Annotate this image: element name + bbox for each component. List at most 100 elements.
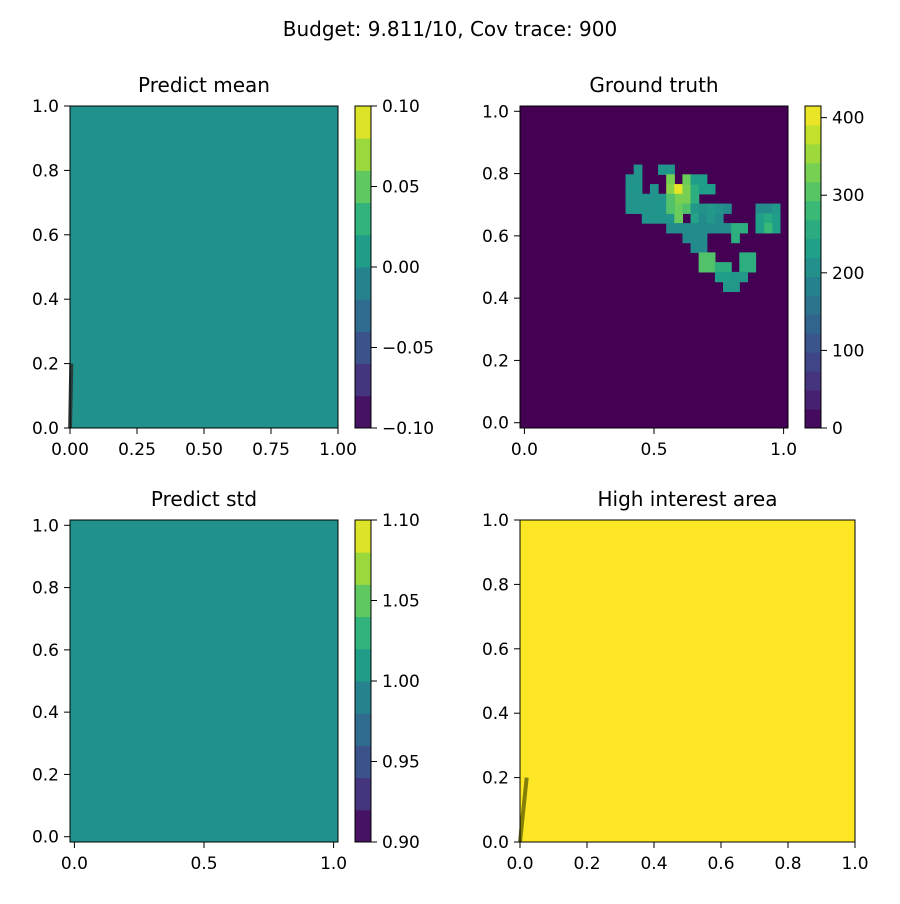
colorbar-segment bbox=[355, 648, 371, 682]
heatmap-cell bbox=[666, 223, 675, 234]
heatmap-cell bbox=[706, 213, 716, 224]
heatmap-cell bbox=[625, 203, 635, 214]
heatmap-cell bbox=[698, 262, 708, 273]
heatmap-cell bbox=[739, 223, 748, 234]
heatmap-cell bbox=[625, 174, 635, 185]
heatmap-cell bbox=[690, 232, 700, 244]
x-tick-label: 0.0 bbox=[511, 440, 538, 460]
heatmap-cell bbox=[755, 203, 765, 214]
heatmap-cell bbox=[641, 203, 651, 214]
heatmap-cell bbox=[690, 203, 700, 214]
heatmap-cell bbox=[698, 223, 708, 234]
colorbar-segment bbox=[355, 170, 371, 204]
panel-predict-mean: Predict mean 0.00 0.25 0.50 0.75 1.00 0.0 0.2 0.… bbox=[32, 73, 434, 460]
y-tick-label: 1.0 bbox=[32, 516, 59, 536]
colorbar-segment bbox=[355, 713, 371, 746]
heatmap-cell bbox=[666, 164, 675, 175]
colorbar-segment bbox=[805, 238, 821, 259]
heatmap-cell bbox=[649, 213, 659, 224]
heatmap-cell bbox=[658, 213, 667, 224]
axes-frame bbox=[519, 519, 856, 843]
heatmap-cell bbox=[649, 203, 659, 214]
heatmap-cell bbox=[682, 193, 692, 205]
heatmap-cell bbox=[666, 213, 675, 224]
colorbar-tick-label: 100 bbox=[832, 341, 864, 361]
colorbar-segment bbox=[805, 106, 821, 126]
y-tick-label: 0.0 bbox=[482, 414, 509, 434]
colorbar-segment bbox=[805, 200, 821, 221]
heatmap-cell bbox=[763, 223, 773, 234]
y-tick-label: 0.6 bbox=[482, 227, 509, 247]
heatmap-cell bbox=[706, 184, 716, 195]
x-tick-label: 0.6 bbox=[707, 854, 734, 874]
y-tick-label: 0.8 bbox=[482, 575, 509, 595]
colorbar-segment bbox=[805, 143, 821, 164]
heatmap-cell bbox=[690, 213, 700, 224]
heatmap-cell bbox=[739, 262, 748, 273]
heatmap-cell bbox=[698, 184, 708, 195]
colorbar-segment bbox=[355, 363, 371, 397]
colorbar-tick-label: 1.10 bbox=[382, 511, 420, 531]
colorbar-tick-label: 1.00 bbox=[382, 672, 420, 692]
heatmap-cell bbox=[658, 164, 667, 175]
colorbar-tick-label: 0 bbox=[832, 419, 843, 439]
colorbar-tick-label: 0.90 bbox=[382, 833, 420, 853]
heatmap-cell bbox=[723, 223, 732, 234]
y-tick-label: 0.6 bbox=[482, 640, 509, 660]
heatmap-cell bbox=[763, 213, 773, 224]
heatmap-cell bbox=[706, 223, 716, 234]
heatmap-cell bbox=[674, 203, 684, 214]
colorbar-tick-label: 200 bbox=[832, 264, 864, 284]
heatmap-cell bbox=[698, 174, 708, 185]
figure-suptitle: Budget: 9.811/10, Cov trace: 900 bbox=[283, 17, 617, 41]
y-tick-label: 1.0 bbox=[482, 511, 509, 531]
colorbar-tick-label: 300 bbox=[832, 186, 864, 206]
heatmap-fill bbox=[70, 106, 338, 428]
x-tick-label: 0.00 bbox=[51, 440, 89, 460]
heatmap-cell bbox=[674, 213, 684, 224]
heatmap-cell bbox=[731, 281, 740, 292]
heatmap-cell bbox=[723, 203, 732, 214]
panel-title: Predict std bbox=[151, 487, 257, 511]
colorbar-segment bbox=[355, 202, 371, 236]
heatmap-cell bbox=[633, 174, 643, 185]
y-tick-label: 0.2 bbox=[482, 769, 509, 789]
x-tick-label: 0.2 bbox=[573, 854, 600, 874]
heatmap-cell bbox=[698, 203, 708, 214]
panel-ground-truth: Ground truth 0.0 0.5 1.0 0.0 0.2 0.4 0.6 0.8 1.0 0… bbox=[482, 73, 865, 460]
heatmap-cell bbox=[723, 262, 732, 273]
colorbar-segment bbox=[805, 409, 821, 429]
colorbar-segment bbox=[805, 257, 821, 277]
y-tick-label: 0.4 bbox=[32, 290, 59, 310]
heatmap-cell bbox=[723, 271, 732, 283]
heatmap-cell bbox=[666, 184, 675, 195]
y-tick-label: 0.2 bbox=[32, 765, 59, 785]
heatmap-cell bbox=[771, 223, 781, 234]
colorbar-tick-label: 1.05 bbox=[382, 592, 420, 612]
colorbar-segment bbox=[805, 352, 821, 372]
heatmap-cell bbox=[649, 184, 659, 195]
colorbar-segment bbox=[355, 395, 371, 429]
x-tick-label: 0.5 bbox=[190, 854, 217, 874]
colorbar-segment bbox=[355, 681, 371, 714]
y-tick-label: 0.0 bbox=[482, 833, 509, 853]
heatmap-cell bbox=[633, 184, 643, 195]
x-tick-label: 0.50 bbox=[185, 440, 223, 460]
colorbar-tick-label: −0.10 bbox=[382, 419, 434, 439]
heatmap-cell bbox=[755, 213, 765, 224]
colorbar-tick-label: 0.95 bbox=[382, 753, 420, 773]
heatmap-cell bbox=[714, 271, 724, 283]
x-tick-label: 0.5 bbox=[640, 440, 667, 460]
heatmap-cell bbox=[731, 271, 740, 283]
colorbar-segment bbox=[355, 616, 371, 650]
heatmap-cell bbox=[723, 281, 732, 292]
colorbar-tick-label: 400 bbox=[832, 109, 864, 129]
x-tick-label: 0.0 bbox=[506, 854, 533, 874]
heatmap-cell bbox=[674, 193, 684, 205]
y-tick-label: 1.0 bbox=[32, 97, 59, 117]
x-tick-label: 0.0 bbox=[61, 854, 88, 874]
y-tick-label: 1.0 bbox=[482, 102, 509, 122]
heatmap-cell bbox=[698, 213, 708, 224]
heatmap-cell bbox=[658, 193, 667, 205]
